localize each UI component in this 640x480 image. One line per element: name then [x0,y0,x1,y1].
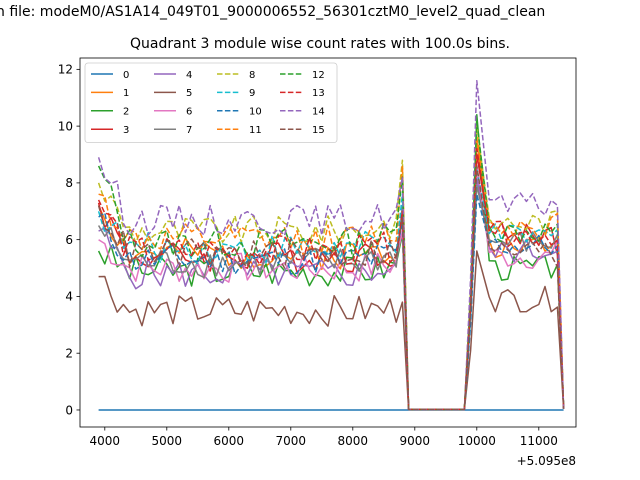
x-offset-label: +5.095e8 [517,454,576,468]
series-line-11 [98,136,565,411]
series-line-8 [97,125,565,411]
legend-label-2: 2 [123,107,129,118]
legend-label-5: 5 [186,88,192,99]
x-tick-label-11000: 11000 [520,434,558,448]
legend-label-6: 6 [186,107,192,118]
axes-frame [79,57,577,428]
x-tick-label-4000: 4000 [90,434,121,448]
series-line-5 [98,250,565,411]
legend-label-4: 4 [186,70,192,81]
series-line-13 [97,148,565,411]
x-tick-label-10000: 10000 [458,434,496,448]
chart-title: Quadrant 3 module wise count rates with … [130,36,510,52]
x-tick-label-9000: 9000 [400,434,431,448]
y-tick-label-6: 6 [65,233,73,247]
y-tick-label-4: 4 [65,290,73,304]
series-line-6 [98,165,565,411]
series-line-12 [97,119,565,411]
series-line-3 [97,153,565,411]
legend-label-12: 12 [312,70,325,81]
legend-label-0: 0 [123,70,129,81]
legend-label-1: 1 [123,88,129,99]
legend-label-10: 10 [249,107,262,118]
x-tick-label-7000: 7000 [276,434,307,448]
legend-label-13: 13 [312,88,325,99]
legend-label-8: 8 [249,70,255,81]
x-tick-label-5000: 5000 [152,434,183,448]
y-tick-label-0: 0 [65,403,73,417]
legend-label-7: 7 [186,125,192,136]
y-tick-label-2: 2 [65,347,73,361]
y-tick-label-10: 10 [58,119,73,133]
y-tick-label-8: 8 [65,176,73,190]
legend-label-15: 15 [312,125,325,136]
y-tick-label-12: 12 [58,63,73,77]
series-line-1 [97,139,565,411]
series-line-7 [97,184,565,411]
legend-label-11: 11 [249,125,262,136]
legend-label-9: 9 [249,88,255,99]
legend-label-3: 3 [123,125,129,136]
x-tick-label-8000: 8000 [338,434,369,448]
series-line-14 [97,79,565,411]
series-line-15 [97,165,565,411]
figure-suptitle: n file: modeM0/AS1A14_049T01_9000006552_… [0,4,546,20]
legend-label-14: 14 [312,107,325,118]
x-tick-label-6000: 6000 [214,434,245,448]
series-line-9 [97,167,565,411]
legend-box [84,62,338,143]
